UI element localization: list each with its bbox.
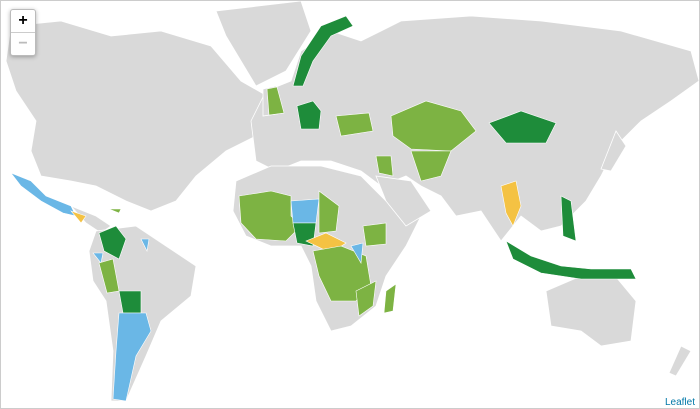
zoom-out-button[interactable]: − bbox=[11, 32, 35, 55]
arabia bbox=[375, 175, 432, 227]
new-zealand bbox=[668, 345, 692, 377]
country-ethiopia[interactable] bbox=[362, 222, 387, 247]
country-germany[interactable] bbox=[296, 100, 322, 130]
zoom-control: + − bbox=[10, 9, 36, 56]
europe-asia bbox=[250, 15, 699, 242]
country-caribbean[interactable] bbox=[108, 208, 122, 214]
country-central-asia[interactable] bbox=[410, 150, 452, 182]
country-colombia[interactable] bbox=[98, 225, 127, 260]
country-chad[interactable] bbox=[318, 190, 340, 234]
country-philippines[interactable] bbox=[560, 195, 577, 242]
country-mongolia[interactable] bbox=[488, 110, 557, 144]
country-madagascar[interactable] bbox=[383, 283, 397, 314]
country-norway[interactable] bbox=[292, 15, 354, 87]
greenland bbox=[215, 1, 312, 87]
country-indonesia[interactable] bbox=[505, 240, 637, 280]
country-kenya[interactable] bbox=[350, 242, 364, 264]
country-ecuador[interactable] bbox=[92, 252, 104, 264]
japan bbox=[600, 130, 627, 172]
country-mozambique[interactable] bbox=[355, 280, 377, 317]
australia bbox=[545, 270, 637, 347]
country-ukraine[interactable] bbox=[335, 112, 374, 137]
country-iraq[interactable] bbox=[375, 155, 394, 177]
central-america bbox=[70, 205, 112, 234]
country-uk[interactable] bbox=[266, 86, 285, 116]
zoom-in-button[interactable]: + bbox=[18, 12, 28, 29]
attribution-link[interactable]: Leaflet bbox=[660, 397, 699, 408]
country-argentina[interactable] bbox=[112, 312, 152, 402]
base-land bbox=[5, 1, 699, 402]
country-niger[interactable] bbox=[290, 198, 320, 224]
country-guyana[interactable] bbox=[140, 238, 150, 252]
country-kazakhstan[interactable] bbox=[390, 100, 477, 152]
country-central-america-yellow[interactable] bbox=[70, 210, 87, 224]
highlighted-countries[interactable] bbox=[10, 15, 637, 402]
north-america bbox=[5, 20, 277, 212]
country-bolivia[interactable] bbox=[118, 290, 142, 314]
country-myanmar[interactable] bbox=[500, 180, 522, 227]
